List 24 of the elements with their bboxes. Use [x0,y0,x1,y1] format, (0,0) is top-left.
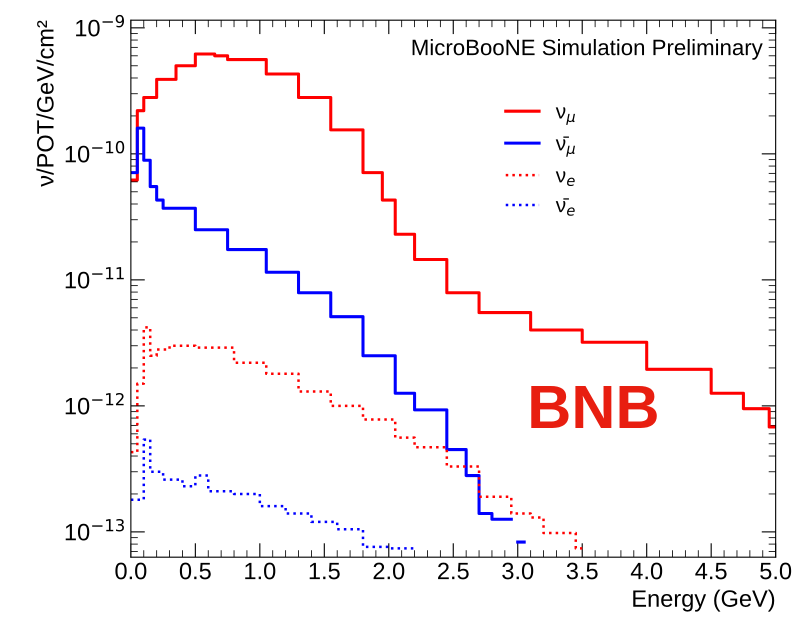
x-tick-label: 2.0 [374,562,404,580]
x-tick-label: 4.5 [695,562,727,580]
x-tick-label: 4.0 [630,562,662,580]
y-tick-label: 10$^{−12}$ [66,392,124,414]
legend-label: ν$_{e}$ [556,171,575,186]
y-tick-label: 10$^{−11}$ [66,267,124,288]
x-tick-label: 0.0 [115,562,146,580]
x-tick-label: 1.0 [245,562,276,580]
y-tick-label: 10$^{−13}$ [66,518,124,540]
x-tick-label: 3.0 [502,562,534,580]
annotation: MicroBooNE Simulation Preliminary [412,38,763,60]
annotation: BNB [531,386,657,428]
y-tick-label: 10$^{−9}$ [76,14,124,36]
legend-label: ν̄$_{e}$ [556,198,575,216]
x-tick-label: 0.5 [180,562,211,580]
x-tick-label: 1.5 [310,562,340,580]
y-axis-title: ν/POT/GeV/cm² [36,20,54,187]
x-tick-label: 5.0 [760,562,792,580]
legend-label: ν$_{μ}$ [556,107,575,125]
x-tick-label: 3.5 [566,562,598,580]
x-axis-title: Energy (GeV) [633,590,774,612]
x-tick-label: 2.5 [438,562,469,580]
legend-label: ν̄$_{μ}$ [556,136,575,157]
y-tick-label: 10$^{−10}$ [66,140,124,162]
